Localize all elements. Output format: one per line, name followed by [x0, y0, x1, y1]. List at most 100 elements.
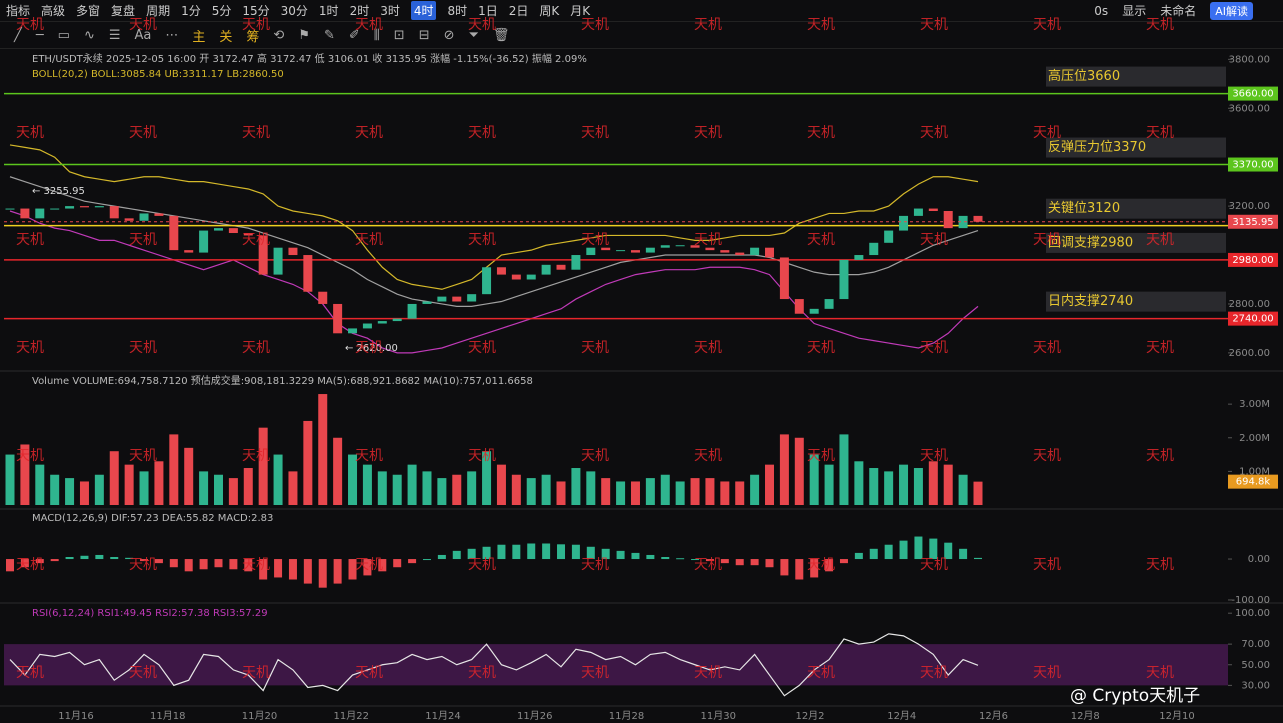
level-tag-bg: [1228, 157, 1278, 172]
volume-bar: [779, 434, 789, 505]
toolbar-button[interactable]: 未命名: [1160, 4, 1197, 18]
macd-bar: [825, 559, 834, 572]
period-tab[interactable]: 2日: [508, 4, 529, 18]
macd-bar: [452, 550, 461, 560]
period-tab[interactable]: 3时: [380, 4, 400, 18]
watermark: 天机: [242, 557, 270, 573]
period-tab[interactable]: 4时: [410, 1, 437, 20]
toolbar-button[interactable]: 显示: [1122, 4, 1147, 18]
candle: [467, 294, 477, 302]
macd-bar: [854, 552, 863, 560]
volume-bar: [35, 464, 45, 505]
period-tab[interactable]: 2时: [349, 4, 370, 18]
watermark: 天机: [694, 232, 722, 248]
volume-bar: [913, 468, 923, 505]
candle: [273, 247, 283, 275]
volume-bar: [184, 447, 194, 505]
tool-button[interactable]: 筹: [246, 30, 260, 45]
candle: [213, 228, 223, 231]
tool-icon[interactable]: ⊘: [443, 28, 455, 43]
volume-bar: [616, 481, 626, 505]
y-tick-label: 1.00M: [1239, 466, 1270, 477]
tool-icon[interactable]: ✐: [348, 28, 360, 43]
x-tick-label: 11月20: [242, 710, 277, 722]
y-tick-label: 70.00: [1241, 639, 1270, 650]
toolbar-button[interactable]: 0s: [1094, 3, 1109, 18]
period-tab[interactable]: 8时: [447, 4, 468, 18]
watermark: 天机: [468, 232, 496, 248]
volume-bar: [94, 474, 104, 505]
macd-bar: [482, 546, 491, 560]
volume-bar: [511, 474, 521, 505]
menu-item[interactable]: 复盘: [111, 4, 136, 18]
tool-icon[interactable]: ∿: [83, 28, 95, 43]
watermark: 天机: [581, 232, 609, 248]
watermark: 天机: [129, 17, 157, 33]
period-tab[interactable]: 1日: [478, 4, 498, 18]
x-tick-label: 11月30: [701, 710, 736, 722]
macd-bar: [750, 559, 759, 566]
candle: [348, 328, 358, 334]
watermark: 天机: [355, 232, 383, 248]
tool-icon[interactable]: ▭: [57, 28, 70, 43]
menu-item[interactable]: 高级: [41, 4, 66, 18]
y-tick-label: 2600.00: [1229, 348, 1270, 359]
menu-item[interactable]: 指标: [6, 4, 31, 18]
volume-bar: [601, 478, 611, 505]
price-tag: 3135.95: [1232, 217, 1273, 228]
tool-icon[interactable]: Aa: [134, 28, 152, 43]
tool-icon[interactable]: ✎: [323, 28, 335, 43]
tool-icon[interactable]: ⟲: [273, 28, 285, 43]
tool-icon[interactable]: ─: [35, 28, 44, 43]
macd-bar: [199, 559, 208, 570]
level-label: 日内支撑2740: [1048, 293, 1133, 309]
tool-icon[interactable]: ⊟: [418, 28, 430, 43]
tool-button[interactable]: 主: [192, 30, 206, 45]
candle: [199, 230, 209, 253]
tool-icon[interactable]: ⏷: [468, 28, 479, 43]
period-tab[interactable]: 1时: [318, 4, 339, 18]
volume-bar: [586, 471, 596, 505]
period-tab[interactable]: 30分: [280, 4, 308, 18]
macd-legend: MACD(12,26,9) DIF:57.23 DEA:55.82 MACD:2…: [32, 513, 273, 524]
watermark: 天机: [694, 17, 722, 33]
watermark: 天机: [242, 125, 270, 141]
macd-bar: [6, 559, 14, 572]
period-tab[interactable]: 5分: [211, 4, 232, 18]
watermark: 天机: [16, 17, 44, 33]
tool-icon[interactable]: ⋯: [165, 28, 179, 43]
watermark: 天机: [807, 557, 835, 573]
period-tab[interactable]: 月K: [570, 4, 591, 18]
period-tab[interactable]: 15分: [242, 4, 270, 18]
candle: [571, 255, 581, 270]
macd-bar: [288, 559, 297, 580]
ai-button[interactable]: AI解读: [1210, 1, 1253, 20]
candle: [601, 247, 611, 251]
volume-bar: [735, 481, 745, 505]
candle: [169, 215, 179, 251]
tool-icon[interactable]: ╱: [14, 28, 22, 43]
tool-icon[interactable]: ⫼: [373, 28, 380, 43]
period-tab[interactable]: 周K: [539, 4, 560, 18]
watermark: 天机: [1146, 340, 1174, 356]
x-tick-label: 11月24: [425, 710, 460, 722]
menu-item[interactable]: 多窗: [76, 4, 101, 18]
period-menu[interactable]: 周期: [146, 4, 171, 18]
tool-icon[interactable]: ⚑: [298, 28, 310, 43]
macd-bar: [169, 559, 178, 568]
volume-bar: [258, 427, 268, 505]
watermark: 天机: [1033, 448, 1061, 464]
watermark: 天机: [1146, 448, 1174, 464]
tool-button[interactable]: 关: [219, 30, 233, 45]
period-tab[interactable]: 1分: [181, 4, 201, 18]
watermark: 天机: [468, 17, 496, 33]
macd-bar: [348, 559, 357, 580]
tool-icon[interactable]: 🗑: [492, 28, 510, 43]
candle: [482, 267, 492, 295]
volume-bar: [794, 437, 804, 505]
tool-icon[interactable]: ⊡: [393, 28, 405, 43]
watermark: 天机: [1033, 17, 1061, 33]
x-tick-label: 12月4: [887, 710, 916, 722]
tool-icon[interactable]: ☰: [108, 28, 121, 43]
